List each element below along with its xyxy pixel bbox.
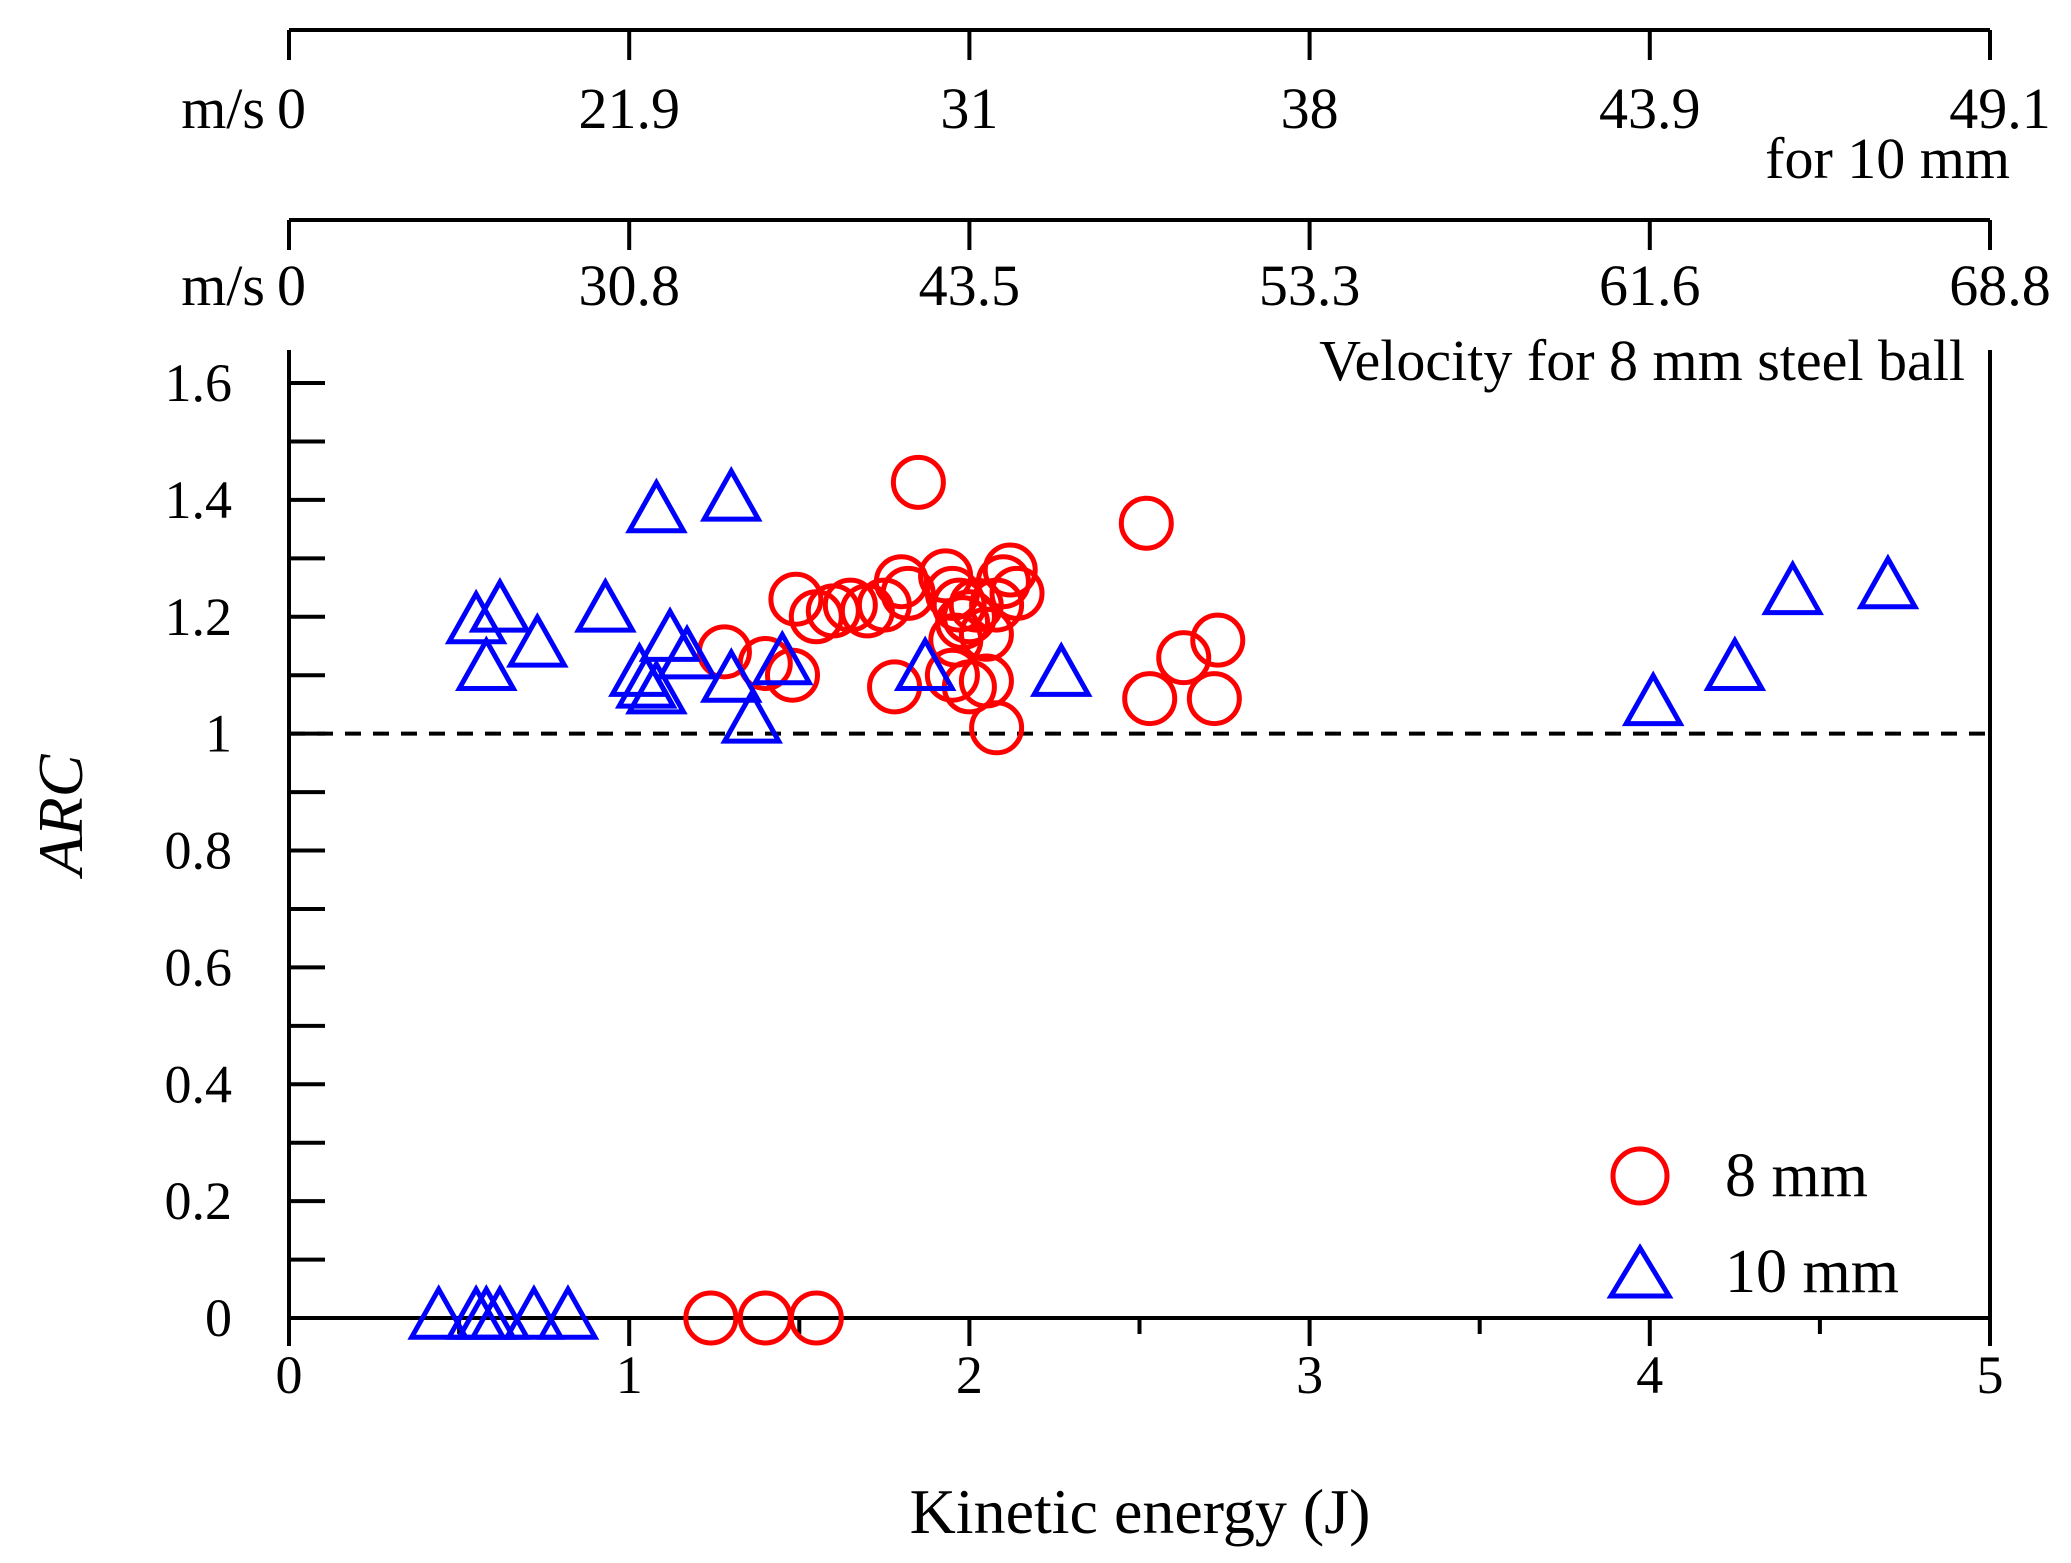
velocity-axis-10mm-description: for 10 mm bbox=[1765, 126, 2010, 191]
velocity-axis-8mm-tick-label: 0 bbox=[277, 253, 306, 318]
velocity-axis-8mm-tick-label: 68.8 bbox=[1949, 253, 2051, 318]
point-10mm bbox=[536, 1284, 600, 1340]
velocity-axis-10mm-tick-label: 38 bbox=[1281, 76, 1339, 141]
point-8mm bbox=[788, 1290, 844, 1346]
point-10mm bbox=[1621, 670, 1685, 727]
point-8mm bbox=[982, 542, 1038, 598]
point-10mm bbox=[625, 477, 688, 534]
velocity-axis-10mm-tick-label: 0 bbox=[277, 76, 306, 141]
point-10mm bbox=[655, 623, 719, 680]
point-8mm bbox=[958, 653, 1014, 709]
point-10mm bbox=[468, 577, 532, 633]
point-10mm bbox=[1856, 553, 1920, 610]
point-10mm bbox=[455, 635, 518, 692]
velocity-axis-10mm: 0 21.9 31 38 43.9 49.1 m/s for 10 mm bbox=[181, 28, 2051, 191]
point-8mm bbox=[683, 1290, 739, 1346]
point-10mm bbox=[502, 1284, 566, 1340]
point-8mm bbox=[969, 700, 1025, 756]
y-tick-label: 0 bbox=[205, 1288, 232, 1348]
point-8mm bbox=[931, 577, 987, 633]
point-10mm bbox=[468, 1284, 532, 1340]
point-10mm bbox=[1761, 559, 1824, 616]
y-tick-label: 1.2 bbox=[165, 587, 233, 647]
point-8mm bbox=[1186, 671, 1242, 727]
legend-marker-10mm bbox=[1606, 1243, 1674, 1299]
legend-label-8mm: 8 mm bbox=[1725, 1142, 1868, 1210]
point-8mm bbox=[1122, 671, 1178, 727]
x-tick-label: 2 bbox=[956, 1345, 983, 1405]
velocity-axis-8mm-tick-label: 30.8 bbox=[578, 253, 680, 318]
point-10mm bbox=[751, 629, 814, 686]
y-tick-label: 0.8 bbox=[165, 821, 233, 881]
x-tick-label: 4 bbox=[1636, 1345, 1663, 1405]
plot-area: 0 1 2 3 4 5 0 0.2 0.4 0.6 0.8 1 1.2 1.4 1.6 bbox=[165, 350, 2004, 1405]
velocity-axis-10mm-tick-label: 31 bbox=[940, 76, 998, 141]
point-8mm bbox=[1190, 612, 1246, 668]
point-8mm bbox=[768, 571, 824, 627]
velocity-axis-8mm-tick-label: 53.3 bbox=[1259, 253, 1361, 318]
y-tick-label: 1 bbox=[205, 704, 232, 764]
point-8mm bbox=[873, 554, 929, 610]
point-10mm bbox=[574, 577, 637, 633]
legend-marker-8mm bbox=[1610, 1146, 1670, 1206]
point-10mm bbox=[1703, 635, 1767, 692]
point-8mm bbox=[958, 606, 1014, 662]
legend-label-10mm: 10 mm bbox=[1725, 1238, 1899, 1306]
point-8mm bbox=[1118, 495, 1174, 551]
x-tick-label: 0 bbox=[276, 1345, 303, 1405]
velocity-axis-8mm-description: Velocity for 8 mm steel ball bbox=[1319, 328, 1965, 393]
point-8mm bbox=[975, 554, 1031, 610]
velocity-axis-10mm-tick-label: 49.1 bbox=[1949, 76, 2051, 141]
y-tick-label: 1.4 bbox=[165, 470, 233, 530]
y-tick-label: 0.4 bbox=[165, 1054, 233, 1114]
point-10mm bbox=[407, 1284, 470, 1340]
point-10mm bbox=[625, 658, 688, 715]
point-10mm bbox=[1029, 641, 1093, 697]
point-10mm bbox=[893, 635, 957, 692]
point-8mm bbox=[1156, 630, 1212, 686]
point-8mm bbox=[890, 454, 946, 510]
point-10mm bbox=[699, 647, 763, 703]
point-10mm bbox=[444, 588, 508, 645]
point-8mm bbox=[989, 565, 1045, 621]
velocity-axis-10mm-tick-label: 21.9 bbox=[578, 76, 680, 141]
velocity-axis-8mm-tick-label: 43.5 bbox=[919, 253, 1021, 318]
x-tick-label: 5 bbox=[1977, 1345, 2004, 1405]
x-tick-label: 1 bbox=[616, 1345, 643, 1405]
point-8mm bbox=[941, 589, 997, 645]
velocity-axis-8mm-tick-label: 61.6 bbox=[1599, 253, 1701, 318]
point-8mm bbox=[880, 565, 936, 621]
y-tick-label: 0.2 bbox=[165, 1171, 233, 1231]
y-axis-title: ARC bbox=[25, 753, 96, 879]
velocity-axis-8mm-unit: m/s bbox=[181, 253, 265, 318]
point-10mm bbox=[614, 652, 678, 709]
velocity-axis-8mm: 0 30.8 43.5 53.3 61.6 68.8 m/s Velocity for 8… bbox=[181, 218, 2051, 393]
x-tick-label: 3 bbox=[1296, 1345, 1323, 1405]
point-10mm bbox=[506, 612, 569, 668]
velocity-axis-10mm-unit: m/s bbox=[181, 76, 265, 141]
point-10mm bbox=[720, 688, 783, 744]
legend: 8 mm 10 mm bbox=[1606, 1142, 1899, 1306]
x-axis-title: Kinetic energy (J) bbox=[910, 1476, 1371, 1547]
point-10mm bbox=[699, 465, 763, 522]
velocity-axis-10mm-tick-label: 43.9 bbox=[1599, 76, 1701, 141]
y-tick-label: 0.6 bbox=[165, 937, 233, 997]
y-tick-label: 1.6 bbox=[165, 353, 233, 413]
point-8mm bbox=[924, 647, 980, 703]
